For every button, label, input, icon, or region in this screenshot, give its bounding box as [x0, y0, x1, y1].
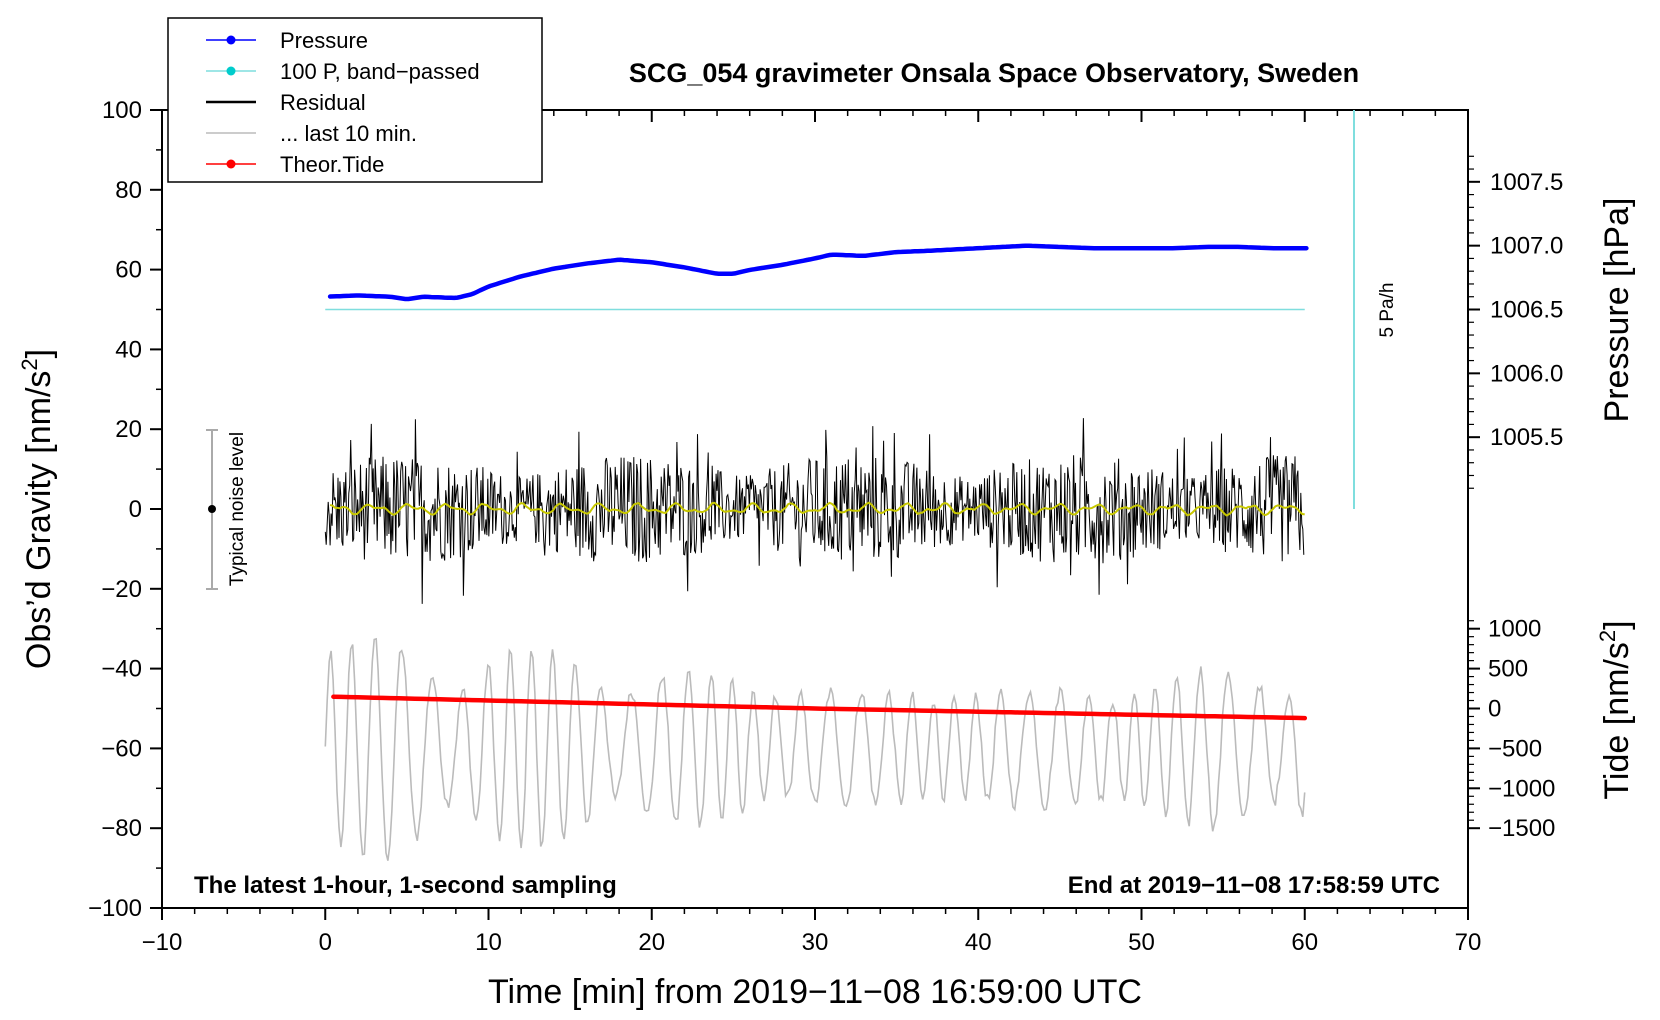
tide-tick-label: 0	[1488, 696, 1501, 723]
y-axis-right-pressure: 1005.5 1006.0 1006.5 1007.0 1007.5	[1468, 155, 1563, 489]
y-tick-label: 40	[115, 336, 142, 363]
legend-label: Theor.Tide	[280, 152, 384, 177]
legend-marker	[226, 35, 236, 45]
legend-box	[167, 17, 543, 183]
y-tick-label: 80	[115, 177, 142, 204]
pressure-series	[327, 243, 1309, 302]
y-axis-right-tide-title-text: Tide [nm/s	[1598, 642, 1636, 799]
residual-smoothed-series	[329, 501, 1305, 517]
pressure-tick-label: 1007.0	[1490, 233, 1563, 260]
y-tick-label: −40	[101, 656, 142, 683]
tide-tick-label: −1000	[1488, 775, 1555, 802]
y-tick-label: 60	[115, 257, 142, 284]
x-tick-label: 0	[319, 929, 332, 956]
legend: Pressure 100 P, band−passed Residual ... la…	[167, 17, 543, 183]
rate-label: 5 Pa/h	[1377, 283, 1398, 338]
y-axis-left-title-text: Obs’d Gravity [nm/s	[20, 371, 58, 670]
tide-tick-label: 500	[1488, 656, 1528, 683]
legend-marker	[226, 159, 236, 169]
x-axis: −10 0 10 20 30 40 50 60 70	[142, 110, 1482, 956]
x-tick-label: 20	[638, 929, 665, 956]
pressure-tick-label: 1006.5	[1490, 297, 1563, 324]
y-tick-label: 0	[129, 496, 142, 523]
residual-smoothed-line	[329, 501, 1305, 517]
x-tick-label: 30	[802, 929, 829, 956]
pressure-tick-label: 1007.5	[1490, 169, 1563, 196]
tide-line	[331, 694, 1308, 721]
y-axis-left-title: Obs’d Gravity [nm/s2]	[17, 349, 58, 669]
x-tick-label: −10	[142, 929, 183, 956]
y-axis-left-title-close: ]	[20, 349, 58, 358]
y-tick-label: −80	[101, 815, 142, 842]
chart-title: SCG_054 gravimeter Onsala Space Observat…	[629, 58, 1359, 88]
y-tick-label: 20	[115, 416, 142, 443]
y-axis-left: −100 −80 −60 −40 −20 0 20 40 60 80 100	[88, 97, 162, 922]
y-tick-label: −60	[101, 735, 142, 762]
x-axis-title: Time [min] from 2019−11−08 16:59:00 UTC	[488, 973, 1142, 1011]
legend-label: Pressure	[280, 28, 368, 53]
tide-tick-label: −500	[1488, 735, 1542, 762]
y-axis-right-pressure-title: Pressure [hPa]	[1598, 198, 1636, 423]
legend-marker	[226, 66, 236, 76]
pressure-line	[327, 243, 1309, 302]
legend-label: ... last 10 min.	[280, 121, 417, 146]
y-axis-right-tide-title-close: ]	[1598, 620, 1636, 629]
noise-bar-center	[208, 505, 216, 513]
y-axis-right-tide-title: Tide [nm/s2]	[1595, 620, 1636, 799]
y-tick-label: −20	[101, 576, 142, 603]
annotations: Typical noise level 5 Pa/h The latest 1-…	[194, 110, 1440, 899]
theoretical-tide-series	[331, 694, 1308, 721]
legend-label: 100 P, band−passed	[280, 59, 480, 84]
sampling-note: The latest 1-hour, 1-second sampling	[194, 872, 617, 899]
y-axis-right-tide: −1500 −1000 −500 0 500 1000	[1468, 616, 1555, 842]
end-time-note: End at 2019−11−08 17:58:59 UTC	[1068, 872, 1440, 899]
last-10-min-line	[324, 637, 1306, 861]
tide-tick-label: −1500	[1488, 815, 1555, 842]
last-10-min-series	[324, 637, 1306, 861]
x-tick-label: 70	[1455, 929, 1482, 956]
y-axis-left-title-sup: 2	[17, 358, 42, 370]
tide-tick-label: 1000	[1488, 616, 1541, 643]
x-tick-label: 50	[1128, 929, 1155, 956]
pressure-tick-label: 1005.5	[1490, 424, 1563, 451]
x-tick-label: 40	[965, 929, 992, 956]
noise-label: Typical noise level	[227, 432, 248, 586]
pressure-tick-label: 1006.0	[1490, 360, 1563, 387]
y-tick-label: −100	[88, 895, 142, 922]
legend-label: Residual	[280, 90, 366, 115]
x-tick-label: 60	[1291, 929, 1318, 956]
y-tick-label: 100	[102, 97, 142, 124]
x-tick-label: 10	[475, 929, 502, 956]
y-axis-right-tide-title-sup: 2	[1595, 630, 1620, 642]
